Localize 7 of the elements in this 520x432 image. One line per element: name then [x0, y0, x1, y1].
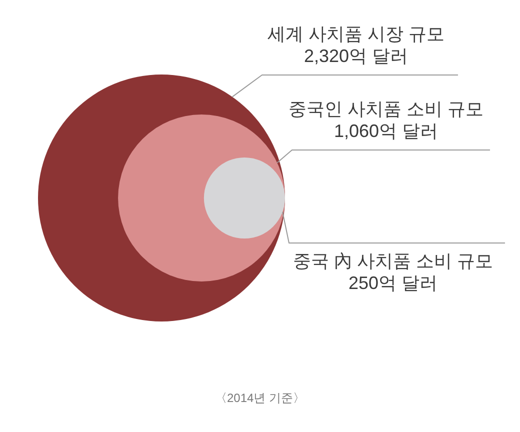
data-label: 250억 달러: [348, 273, 438, 293]
category-label: 세계 사치품 시장 규모: [267, 24, 444, 44]
category-label: 중국 內 사치품 소비 규모: [292, 251, 493, 271]
category-label: 중국인 사치품 소비 규모: [288, 99, 484, 119]
data-label: 2,320억 달러: [304, 46, 408, 66]
text: 〈2014년 기준〉: [214, 391, 306, 405]
data-label: 1,060억 달러: [334, 121, 438, 141]
